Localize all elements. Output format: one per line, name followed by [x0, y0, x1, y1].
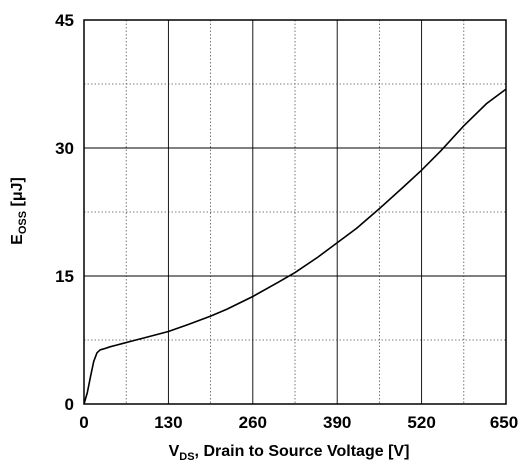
y-axis-label-sub: OSS	[17, 211, 29, 234]
y-tick-label: 30	[55, 139, 74, 158]
x-tick-label: 260	[239, 413, 267, 432]
plot-frame	[83, 19, 507, 405]
x-axis-label: VDS, Drain to Source Voltage [V]	[169, 443, 410, 463]
x-axis-label-rest: , Drain to Source Voltage [V]	[195, 443, 410, 460]
y-axis-label: EOSS [μJ]	[9, 177, 29, 245]
x-tick-labels: 0 130 260 390 520 650	[79, 413, 518, 432]
y-tick-label: 15	[55, 267, 74, 286]
x-axis-label-main: V	[169, 443, 180, 460]
x-tick-label: 0	[79, 413, 88, 432]
x-axis-label-sub: DS	[179, 451, 194, 463]
x-tick-label: 390	[323, 413, 351, 432]
y-axis-label-rest: [μJ]	[9, 177, 26, 211]
x-tick-label: 650	[490, 413, 518, 432]
y-tick-label: 45	[55, 11, 74, 30]
x-tick-label: 130	[154, 413, 182, 432]
y-tick-label: 0	[65, 395, 74, 414]
x-tick-label: 520	[407, 413, 435, 432]
minor-gridlines	[84, 20, 506, 404]
eoss-curve	[83, 88, 507, 405]
y-tick-labels: 0 15 30 45	[55, 11, 74, 414]
y-axis-label-main: E	[9, 234, 26, 245]
